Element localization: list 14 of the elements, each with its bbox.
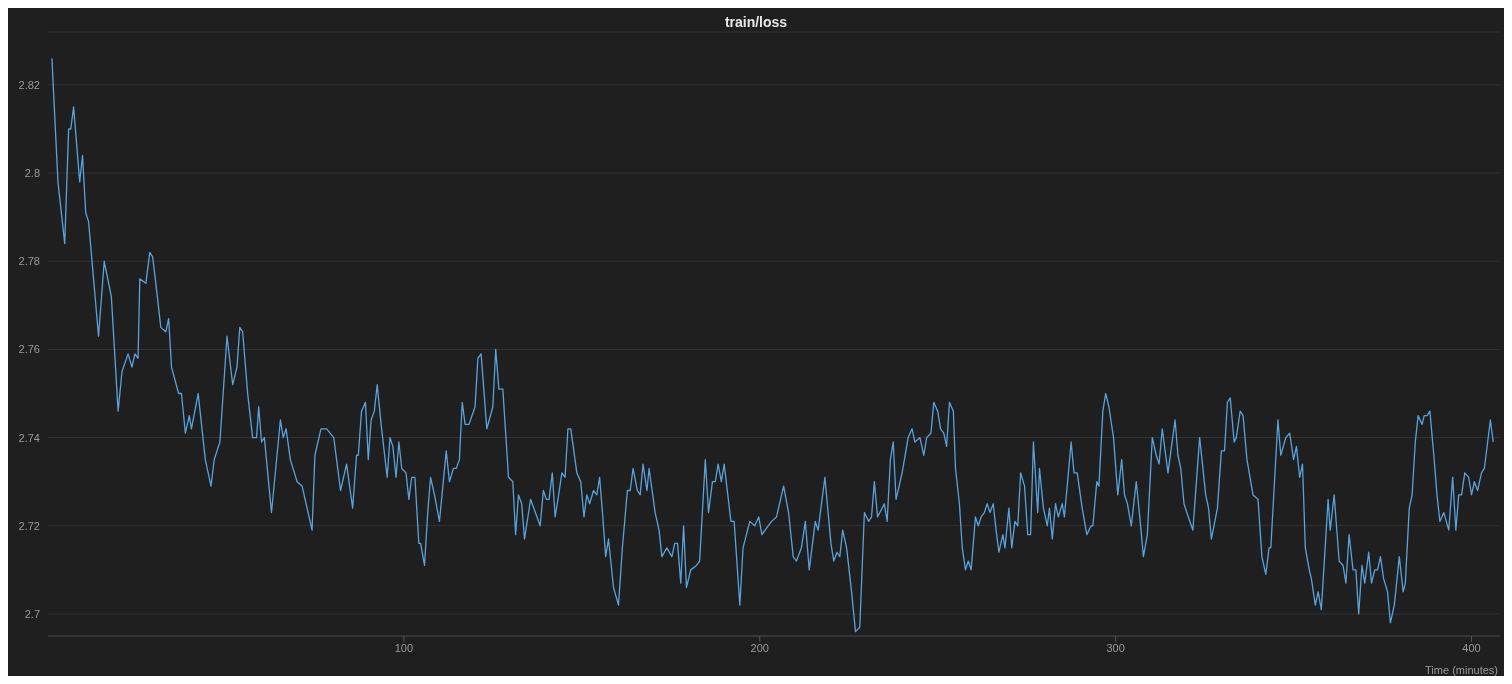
y-tick-label: 2.82 bbox=[18, 78, 40, 91]
y-tick-label: 2.7 bbox=[24, 607, 40, 620]
x-tick-label: 100 bbox=[394, 641, 414, 654]
y-tick-label: 2.8 bbox=[24, 166, 40, 179]
y-tick-label: 2.76 bbox=[18, 343, 40, 356]
x-tick-label: 300 bbox=[1106, 641, 1125, 654]
line-series bbox=[51, 57, 1494, 633]
y-tick-label: 2.74 bbox=[18, 431, 40, 444]
y-tick-label: 2.72 bbox=[18, 519, 40, 532]
y-tick-label: 2.78 bbox=[18, 255, 40, 268]
x-tick-label: 400 bbox=[1462, 641, 1481, 654]
x-tick-label: 200 bbox=[750, 641, 769, 654]
chart-title: train/loss bbox=[723, 14, 789, 30]
x-axis-title: Time (minutes) bbox=[1425, 664, 1498, 676]
